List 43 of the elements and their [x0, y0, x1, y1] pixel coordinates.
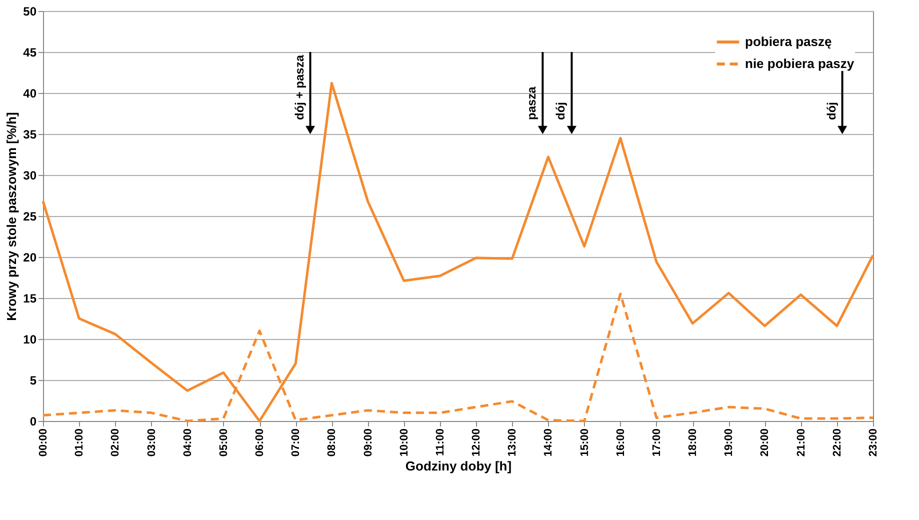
annotation: dój [824, 102, 838, 120]
legend-label: pobiera paszę [745, 34, 832, 49]
x-tick-label: 10:00 [398, 428, 410, 457]
y-tick-label: 0 [30, 414, 37, 428]
x-tick-label: 15:00 [578, 428, 591, 457]
annotation: dój + pasza [292, 54, 306, 120]
y-tick-label: 40 [23, 86, 37, 100]
x-tick-label: 11:00 [434, 428, 446, 456]
annotation: pasza [524, 86, 539, 120]
y-axis-title: Krowy przy stole paszowym [%/h] [4, 112, 20, 321]
y-tick-label: 5 [30, 374, 37, 388]
y-tick-label: 45 [23, 46, 37, 60]
x-tick-label: 16:00 [614, 428, 627, 457]
y-tick-label: 25 [23, 210, 37, 224]
x-tick-label: 01:00 [74, 428, 86, 457]
x-tick-label: 05:00 [218, 428, 230, 457]
x-tick-label: 03:00 [146, 428, 158, 457]
y-tick-label: 10 [23, 332, 37, 346]
x-tick-label: 02:00 [110, 428, 122, 457]
x-tick-label: 14:00 [542, 428, 555, 457]
legend-label: nie pobiera paszy [745, 56, 855, 71]
x-tick-label: 21:00 [795, 428, 808, 457]
x-tick-label: 12:00 [470, 428, 483, 457]
x-tick-label: 06:00 [254, 428, 266, 457]
y-tick-label: 15 [23, 292, 37, 306]
y-tick-label: 30 [23, 168, 37, 182]
x-tick-label: 17:00 [650, 428, 663, 457]
x-tick-label: 23:00 [868, 428, 880, 457]
y-tick-label: 50 [23, 4, 37, 18]
y-tick-label: 20 [23, 250, 37, 264]
x-axis-title: Godziny doby [h] [405, 458, 512, 474]
x-tick-label: 18:00 [687, 428, 700, 457]
annotation: dój [554, 102, 568, 120]
x-tick-label: 19:00 [723, 428, 736, 457]
x-tick-label: 04:00 [182, 428, 194, 457]
x-tick-label: 13:00 [506, 428, 519, 457]
x-tick-label: 07:00 [290, 428, 302, 457]
x-tick-label: 22:00 [831, 428, 844, 457]
y-tick-label: 35 [23, 128, 37, 142]
x-tick-label: 00:00 [38, 428, 50, 457]
x-tick-label: 09:00 [362, 428, 374, 457]
x-tick-label: 20:00 [759, 428, 772, 457]
x-tick-label: 08:00 [326, 428, 338, 457]
